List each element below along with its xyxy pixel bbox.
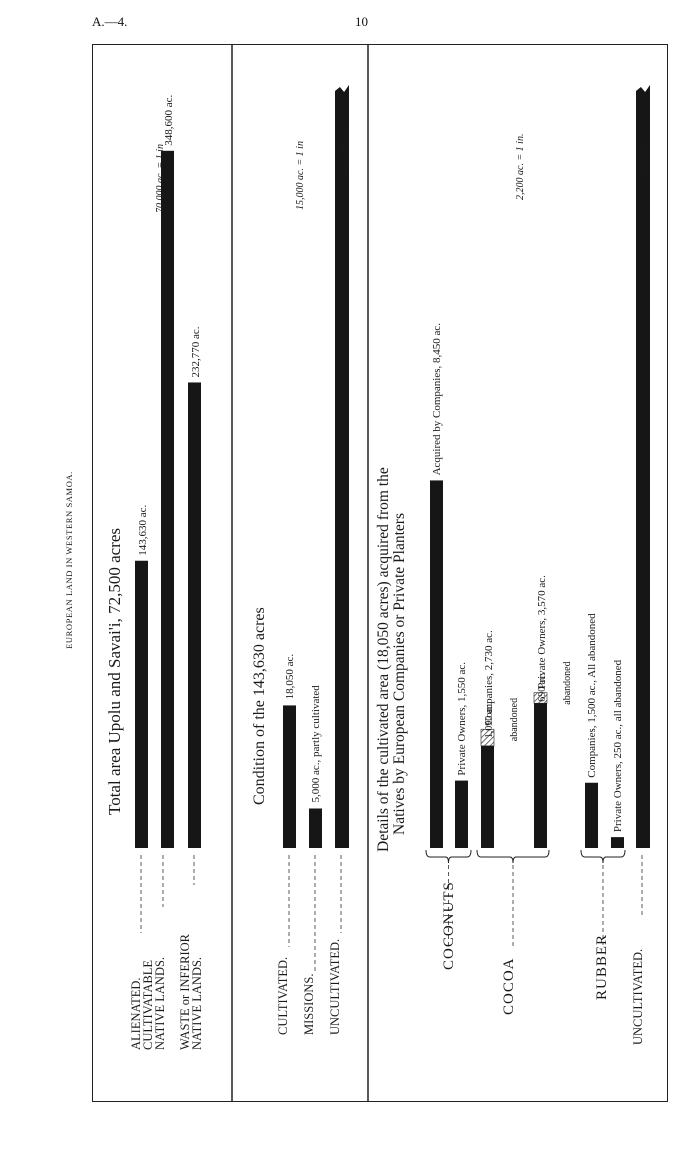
chart3-title-line2: Natives by European Companies or Private… (391, 513, 408, 835)
chart3-title-line1: Details of the cultivated area (18,050 a… (375, 467, 392, 852)
chart3-value-label-0: Acquired by Companies, 8,450 ac. (431, 323, 443, 476)
chart3-abandoned-segment-2 (480, 728, 495, 747)
chart2-bar-2 (335, 85, 349, 848)
chart1-value-label-0: 143,630 ac. (137, 504, 149, 555)
chart2-scale: 15,000 ac. = 1 in (295, 141, 306, 210)
chart1-title: Total area Upolu and Savai'i, 72,500 acr… (105, 528, 124, 815)
chart1-value-label-1: 348,600 ac. (163, 95, 175, 146)
chart3-bar-0 (430, 480, 443, 848)
chart3-bracket-1 (476, 849, 550, 864)
chart3-bar-3 (534, 703, 547, 848)
chart2-category-1: MISSIONS. (302, 974, 316, 1035)
chart3-abandoned-word-2: abandoned (509, 698, 520, 741)
chart2-category-0: CULTIVATED. (276, 957, 290, 1035)
chart3-group-label-1: COCOA (501, 957, 517, 1015)
chart2-title: Condition of the 143,630 acres (251, 607, 268, 805)
chart3-bar-2 (481, 745, 494, 848)
panel-details: Details of the cultivated area (18,050 a… (375, 85, 650, 1045)
running-title: EUROPEAN LAND IN WESTERN SAMOA. (64, 471, 74, 649)
chart-figure: Total area Upolu and Savai'i, 72,500 acr… (92, 44, 668, 1102)
chart1-category-1-line2: NATIVE LANDS. (153, 957, 167, 1050)
chart3-group-label-2: RUBBER (594, 934, 610, 1000)
chart-svg: Total area Upolu and Savai'i, 72,500 acr… (105, 45, 650, 1101)
chart3-bar-1 (455, 780, 468, 848)
chart3-scale: 2,200 ac. = 1 in. (515, 134, 526, 200)
chart2-value-label-0: 18,050 ac. (284, 654, 296, 700)
chart2-value-label-1: 5,000 ac., partly cultivated (310, 685, 322, 803)
chart1-bar-1 (161, 150, 174, 849)
chart3-bracket-2 (580, 849, 626, 864)
chart3-value-label-6: 120,580 ac. (638, 128, 650, 179)
chart3-abandoned-label-2: 1,090 ac. (484, 702, 495, 738)
chart3-bracket-0 (425, 849, 472, 864)
chart2-category-2: UNCULTIVATED. (328, 939, 342, 1035)
chart3-value-label-1: Private Owners, 1,550 ac. (456, 662, 468, 776)
chart3-value-label-3: Private Owners, 3,570 ac. (536, 575, 548, 689)
chart2-value-label-2: 120,580 ac. (337, 128, 349, 179)
page-number: 10 (355, 14, 368, 29)
chart1-category-2-line1: WASTE or INFERIOR (178, 933, 192, 1050)
chart1-category-2-line2: NATIVE LANDS. (190, 957, 204, 1050)
chart1-bar-2 (188, 382, 201, 848)
chart3-value-label-5: Private Owners, 250 ac., all abandoned (612, 659, 624, 832)
chart3-group-label-0: COCONUTS (441, 881, 457, 970)
chart3-abandoned-segment-3 (533, 692, 548, 704)
panel-total-area: Total area Upolu and Savai'i, 72,500 acr… (105, 95, 204, 1050)
chart1-category-1-line1: CULTIVATABLE (141, 960, 155, 1050)
chart3-value-label-2: Companies, 2,730 ac. (483, 630, 495, 725)
chart2-bar-1 (309, 808, 322, 848)
chart1-scale: 70,000 ac. = 1 in (155, 144, 166, 213)
chart3-group-label-3: UNCULTIVATED. (631, 949, 645, 1045)
chart3-bar-6 (636, 85, 650, 848)
panel-condition: Condition of the 143,630 acres 15,000 ac.… (251, 85, 349, 1035)
chart3-abandoned-word-3: abandoned (562, 661, 573, 704)
chart3-bar-5 (611, 837, 624, 848)
chart1-bar-0 (135, 560, 148, 848)
chart3-bar-4 (585, 782, 598, 848)
chart3-value-label-4: Companies, 1,500 ac., All abandoned (586, 613, 598, 778)
chart3-abandoned-label-3: 690 ac. (537, 673, 548, 702)
chart1-value-label-2: 232,770 ac. (190, 326, 202, 377)
page-code: A.—4. (92, 14, 128, 29)
chart1-category-0: ALIENATED. (129, 977, 143, 1050)
chart2-bar-0 (283, 705, 296, 848)
